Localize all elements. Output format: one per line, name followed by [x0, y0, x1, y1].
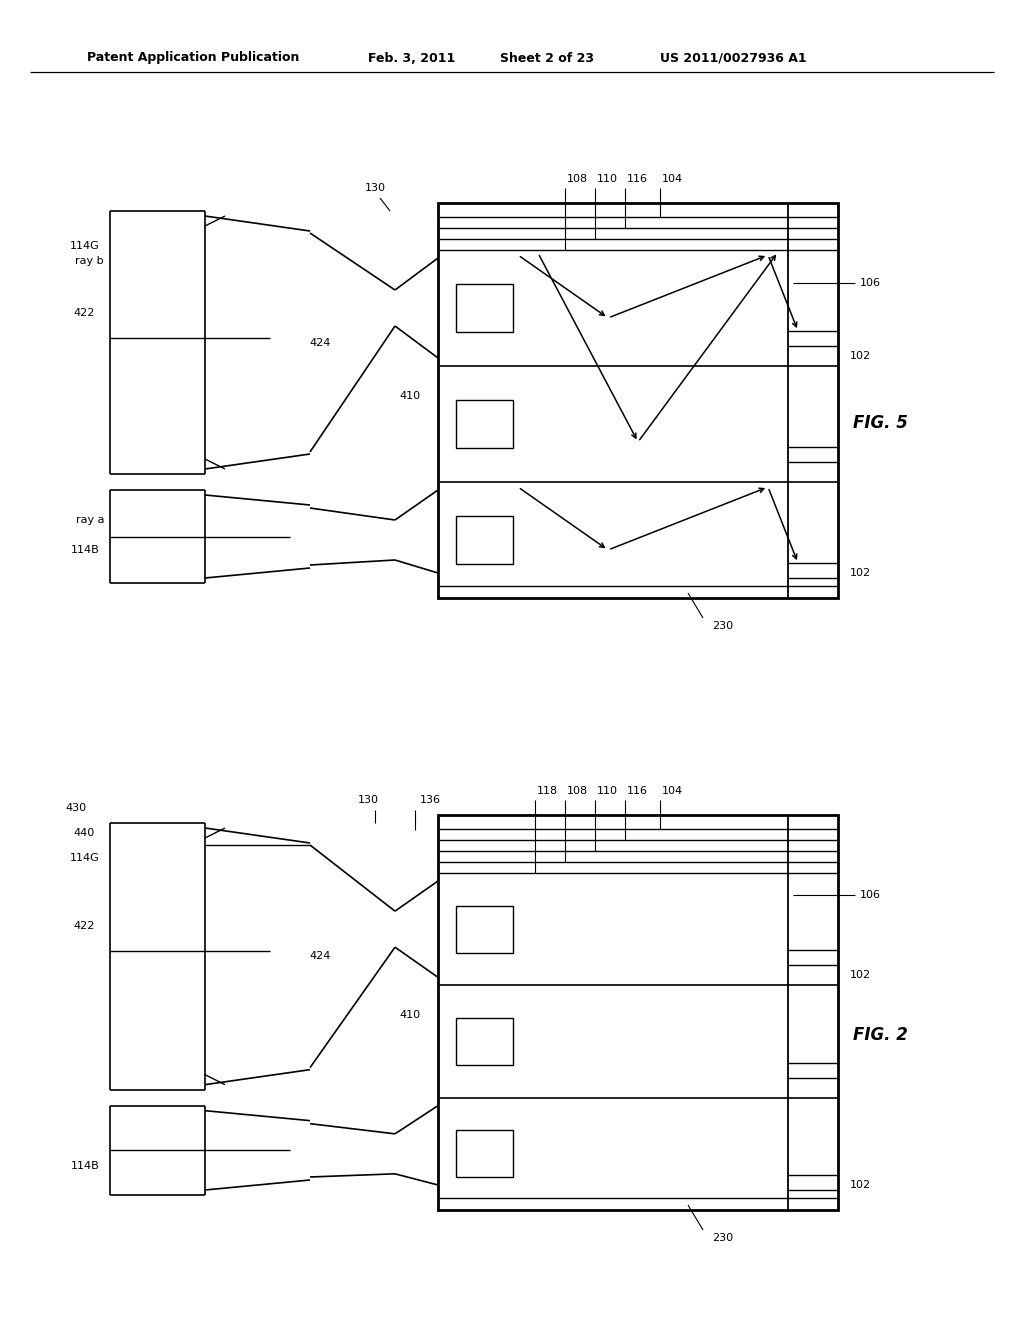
Text: 106: 106 — [859, 890, 881, 900]
Text: 110: 110 — [597, 174, 618, 183]
Text: 108: 108 — [567, 785, 588, 796]
Text: FIG. 5: FIG. 5 — [853, 414, 907, 432]
Text: 114G: 114G — [71, 853, 100, 863]
Text: 410: 410 — [399, 1010, 421, 1020]
Bar — [456, 1130, 513, 1177]
Text: 116: 116 — [627, 174, 648, 183]
Bar — [456, 400, 513, 449]
Text: 102: 102 — [850, 1180, 870, 1191]
Text: 130: 130 — [357, 795, 379, 805]
Bar — [456, 516, 513, 565]
Text: 102: 102 — [850, 970, 870, 981]
Text: 102: 102 — [850, 351, 870, 360]
Text: 104: 104 — [662, 174, 683, 183]
Text: US 2011/0027936 A1: US 2011/0027936 A1 — [660, 51, 807, 65]
Text: 422: 422 — [74, 921, 95, 932]
Text: 424: 424 — [309, 338, 331, 347]
Text: 114B: 114B — [72, 545, 100, 554]
Bar — [438, 814, 838, 1210]
Text: 422: 422 — [74, 308, 95, 318]
Bar — [438, 203, 838, 598]
Text: Feb. 3, 2011: Feb. 3, 2011 — [368, 51, 456, 65]
Text: 136: 136 — [420, 795, 441, 805]
Text: 410: 410 — [399, 391, 421, 401]
Text: 116: 116 — [627, 785, 648, 796]
Bar — [456, 284, 513, 333]
Text: 106: 106 — [859, 279, 881, 288]
Text: Sheet 2 of 23: Sheet 2 of 23 — [500, 51, 594, 65]
Text: 424: 424 — [309, 952, 331, 961]
Text: 440: 440 — [74, 828, 95, 838]
Text: Patent Application Publication: Patent Application Publication — [87, 51, 299, 65]
Text: 430: 430 — [66, 803, 87, 813]
Text: 118: 118 — [537, 785, 558, 796]
Text: 102: 102 — [850, 568, 870, 578]
Bar — [456, 906, 513, 953]
Text: 110: 110 — [597, 785, 618, 796]
Bar — [456, 1018, 513, 1065]
Text: 230: 230 — [713, 1233, 733, 1243]
Text: 230: 230 — [713, 620, 733, 631]
Text: ray b: ray b — [76, 256, 104, 267]
Text: 108: 108 — [567, 174, 588, 183]
Text: 114B: 114B — [72, 1160, 100, 1171]
Text: ray a: ray a — [76, 515, 104, 525]
Text: 130: 130 — [365, 183, 385, 193]
Text: FIG. 2: FIG. 2 — [853, 1026, 907, 1044]
Text: 114G: 114G — [71, 242, 100, 251]
Text: 104: 104 — [662, 785, 683, 796]
